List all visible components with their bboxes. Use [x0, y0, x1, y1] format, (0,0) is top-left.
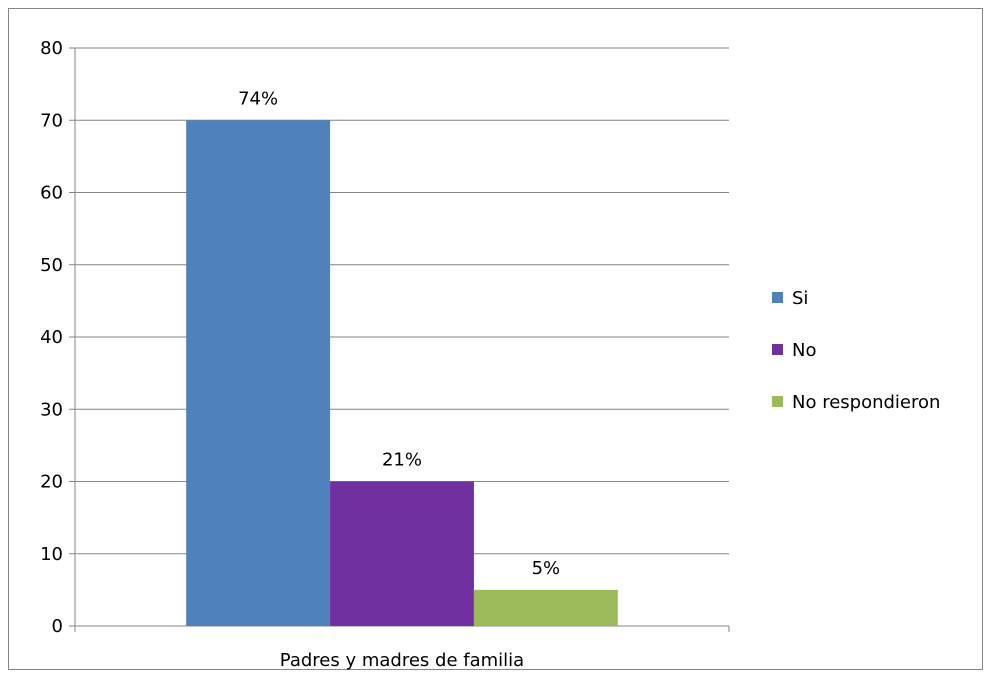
x-category-labels: Padres y madres de familia — [280, 650, 524, 671]
bar-si — [186, 120, 331, 626]
y-tick-label: 50 — [40, 255, 63, 276]
y-tick-label: 30 — [40, 399, 63, 420]
y-tick-labels: 0 10 20 30 40 50 60 70 80 — [40, 38, 63, 637]
legend-label: No respondieron — [792, 392, 940, 413]
legend-swatch — [772, 292, 783, 303]
y-tick-label: 20 — [40, 472, 63, 493]
bar-no — [330, 481, 474, 626]
data-label: 5% — [532, 558, 561, 579]
data-label: 74% — [238, 88, 278, 109]
chart-frame — [8, 8, 983, 670]
legend-swatch — [772, 396, 783, 407]
legend: Si No No respondieron — [772, 288, 940, 413]
x-category-label: Padres y madres de familia — [280, 650, 524, 671]
y-tick-label: 60 — [40, 183, 63, 204]
y-tick-label: 0 — [52, 616, 63, 637]
legend-label: No — [792, 340, 816, 361]
y-tick-label: 70 — [40, 110, 63, 131]
y-tick-label: 10 — [40, 544, 63, 565]
y-tick-label: 80 — [40, 38, 63, 59]
legend-swatch — [772, 344, 783, 355]
data-labels: 74% 21% 5% — [238, 88, 560, 579]
bar-no-respondieron — [473, 589, 618, 626]
bars — [186, 120, 618, 626]
gridlines — [69, 47, 730, 632]
legend-label: Si — [792, 288, 808, 309]
y-tick-label: 40 — [40, 327, 63, 348]
data-label: 21% — [382, 450, 422, 471]
